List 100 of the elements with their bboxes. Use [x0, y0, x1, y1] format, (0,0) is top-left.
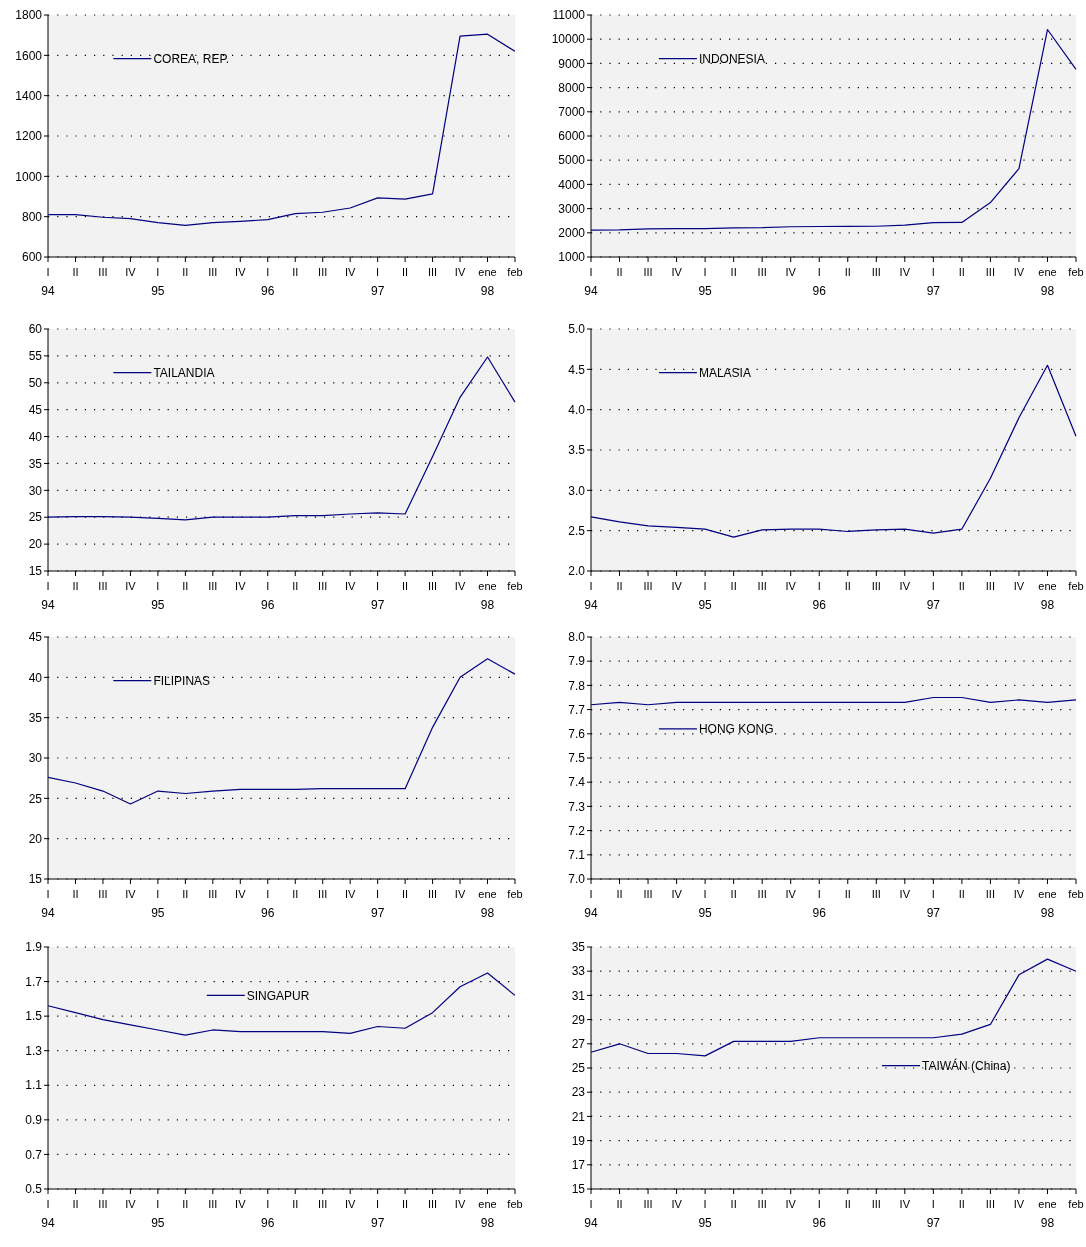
x-tick-label: III — [428, 266, 438, 278]
y-tick-label: 30 — [28, 751, 43, 766]
x-tick-label: III — [871, 1198, 881, 1210]
x-tick-label: III — [98, 580, 108, 592]
y-tick-label: 1400 — [15, 88, 43, 103]
x-tick-label: IV — [1013, 580, 1025, 592]
x-tick-label: I 94 — [41, 1198, 55, 1230]
x-tick-label: I 95 — [151, 888, 165, 920]
y-tick-label: 4000 — [558, 177, 586, 192]
y-tick-label: 7.0 — [568, 872, 586, 887]
y-tick-label: 7.3 — [568, 799, 586, 814]
y-tick-label: 1200 — [15, 129, 43, 144]
y-tick-label: 11000 — [552, 8, 586, 23]
y-tick-label: 10000 — [551, 32, 586, 47]
x-tick-label: II — [958, 1198, 965, 1210]
y-tick-label: 21 — [571, 1109, 586, 1124]
y-tick-label: 35 — [28, 456, 43, 471]
x-tick-label: III — [871, 888, 881, 900]
x-tick-label: II — [616, 266, 623, 278]
x-tick-label: I 95 — [698, 888, 713, 920]
x-tick-label: II — [402, 888, 409, 900]
x-tick-label: II — [182, 580, 189, 592]
y-tick-label: 2.0 — [568, 564, 586, 579]
x-tick-label: IV — [125, 1198, 137, 1210]
y-tick-label: 1.7 — [25, 974, 43, 989]
x-tick-label: II — [730, 266, 737, 278]
legend-label: SINGAPUR — [246, 988, 310, 1003]
y-tick-label: 30 — [28, 483, 43, 498]
x-tick-label: I 97 — [370, 888, 385, 920]
y-tick-label: 50 — [28, 375, 43, 390]
x-tick-label: I 95 — [698, 266, 713, 298]
y-tick-label: 1.3 — [25, 1043, 43, 1058]
y-tick-label: 15 — [28, 564, 43, 579]
x-tick-label: III — [208, 888, 218, 900]
x-tick-label: I 95 — [151, 266, 165, 298]
x-tick-label: II — [402, 1198, 409, 1210]
y-tick-label: 0.9 — [25, 1113, 43, 1128]
y-tick-label: 20 — [28, 831, 43, 846]
x-tick-label: I 95 — [151, 580, 165, 612]
y-tick-label: 45 — [28, 402, 43, 417]
line-series — [590, 696, 1077, 706]
y-tick-label: 6000 — [558, 129, 586, 144]
x-tick-label: I 94 — [584, 888, 598, 920]
x-tick-label: I 94 — [584, 580, 598, 612]
x-tick-label: II — [958, 580, 965, 592]
x-tick-label: ene 98 — [1038, 888, 1057, 920]
x-tick-label: III — [318, 266, 328, 278]
y-tick-label: 25 — [28, 510, 43, 525]
x-tick-label: II — [616, 888, 623, 900]
x-tick-label: I 95 — [698, 1198, 713, 1230]
x-tick-label: I 94 — [584, 266, 598, 298]
x-tick-label: III — [985, 888, 995, 900]
x-tick-label: I 94 — [41, 888, 55, 920]
x-tick-label: II — [182, 888, 189, 900]
y-tick-label: 35 — [571, 940, 586, 955]
x-tick-label: ene 98 — [478, 888, 497, 920]
y-tick-label: 23 — [571, 1085, 586, 1100]
x-tick-label: II — [292, 888, 299, 900]
x-tick-label: II — [844, 888, 851, 900]
line-series — [47, 356, 516, 521]
x-tick-label: III — [985, 580, 995, 592]
y-tick-label: 1800 — [15, 8, 43, 23]
x-tick-label: IV — [785, 266, 797, 278]
x-tick-label: ene 98 — [1038, 1198, 1057, 1230]
y-tick-label: 33 — [571, 964, 586, 979]
y-tick-label: 15 — [571, 1182, 586, 1197]
line-series — [590, 958, 1077, 1057]
y-tick-label: 2000 — [558, 226, 586, 240]
x-tick-label: IV — [344, 580, 357, 592]
x-tick-label: I 96 — [261, 1198, 275, 1230]
x-tick-label: II — [958, 888, 965, 900]
y-tick-label: 1000 — [558, 250, 586, 265]
x-tick-label: I 95 — [151, 1198, 165, 1230]
x-tick-label: II — [844, 580, 851, 592]
x-tick-label: III — [757, 888, 767, 900]
x-tick-label: I 97 — [926, 1198, 941, 1230]
x-tick-label: I 96 — [812, 580, 827, 612]
x-tick-label: III — [98, 1198, 108, 1210]
legend-label: TAIWÁN (China) — [922, 1057, 1011, 1073]
y-tick-label: 7.9 — [568, 654, 586, 669]
legend-label: COREA, REP. — [153, 51, 230, 66]
line-series — [47, 658, 516, 805]
line-series — [590, 28, 1077, 231]
y-tick-label: 45 — [28, 630, 43, 645]
x-tick-label: I 96 — [261, 580, 275, 612]
x-tick-label: IV — [899, 888, 911, 900]
y-tick-label: 1.9 — [25, 940, 43, 955]
y-tick-label: 5000 — [558, 153, 586, 168]
y-tick-label: 7.8 — [568, 678, 586, 693]
x-tick-label: I 97 — [370, 580, 385, 612]
y-tick-label: 0.5 — [25, 1182, 43, 1197]
x-tick-label: IV — [671, 888, 683, 900]
x-tick-label: IV — [125, 266, 137, 278]
y-tick-label: 55 — [28, 349, 43, 364]
x-tick-label: III — [428, 888, 438, 900]
x-tick-label: IV — [125, 580, 137, 592]
legend-label: TAILANDIA — [153, 365, 215, 380]
y-tick-label: 8000 — [558, 80, 586, 95]
x-tick-label: IV — [344, 266, 357, 278]
x-tick-label: II — [72, 580, 79, 592]
